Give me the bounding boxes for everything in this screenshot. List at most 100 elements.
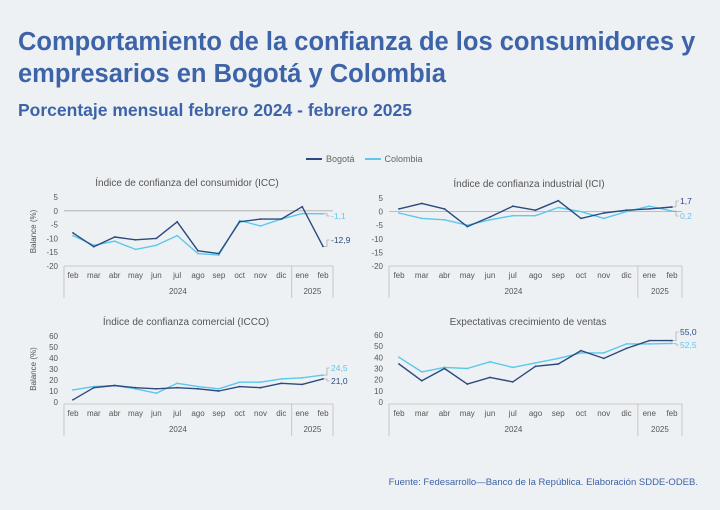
data-point-colombia [259,381,262,384]
x-tick-label: sep [212,409,225,418]
data-point-bogota [92,245,95,248]
data-point-bogota [217,390,220,392]
data-point-bogota [134,238,137,241]
x-tick-label: feb [67,271,79,280]
y-tick-label: 50 [374,342,383,351]
x-tick-label: abr [109,271,121,280]
data-point-bogota [259,218,262,221]
y-tick-label: 40 [374,353,383,362]
x-tick-label: mar [87,409,101,418]
y-tick-label: -5 [376,221,384,230]
x-tick-label: sep [552,409,565,418]
x-tick-label: ago [191,409,205,418]
x-tick-label: dic [621,409,631,418]
data-point-bogota [280,382,283,385]
data-point-colombia [155,244,158,247]
x-tick-label: mar [87,271,101,280]
data-point-bogota [176,220,179,223]
data-point-bogota [398,363,400,365]
data-point-colombia [557,206,560,209]
end-label-leader [673,343,679,346]
x-tick-label: feb [393,271,405,280]
data-point-bogota [72,232,74,234]
x-tick-label: may [460,271,475,280]
legend-label-bogota: Bogotá [326,154,355,164]
series-line-colombia [72,212,324,256]
end-label-leader [324,239,330,247]
data-point-bogota [113,384,116,387]
data-point-colombia [113,240,116,243]
legend-label-colombia: Colombia [384,154,423,164]
end-label-bogota: 1,7 [680,196,692,206]
data-point-bogota [72,398,74,401]
data-point-bogota [197,387,199,390]
data-point-bogota [648,208,651,210]
chart-4: Expectativas crecimiento de ventas 60 50 40… [374,317,697,436]
x-tick-label: mar [415,409,429,418]
y-tick-label: 60 [374,331,383,340]
data-point-colombia [625,343,628,345]
data-point-colombia [176,234,179,237]
data-point-colombia [420,217,423,220]
data-point-bogota [322,245,324,248]
series-line-colombia [398,342,673,373]
data-point-bogota [217,252,220,255]
data-point-colombia [176,382,179,385]
end-label-bogota: 55,0 [680,327,697,337]
data-point-colombia [534,362,537,364]
x-tick-label: abr [439,271,451,280]
data-point-bogota [534,209,537,212]
x-tick-label: ago [529,409,543,418]
data-point-colombia [489,360,491,363]
end-label-colombia: 52,5 [680,340,697,350]
data-point-colombia [511,366,514,369]
year-label: 2025 [651,287,669,296]
x-tick-label: oct [576,271,587,280]
data-point-bogota [489,376,491,379]
data-point-bogota [92,386,95,389]
source-note: Fuente: Fedesarrollo—Banco de la Repúbli… [388,477,698,488]
page-subtitle: Porcentaje mensual febrero 2024 - febrer… [18,100,412,120]
y-tick-label: -15 [46,248,58,257]
data-point-bogota [511,205,514,208]
data-point-colombia [466,367,469,370]
data-point-colombia [625,210,628,213]
year-label: 2024 [169,425,187,434]
x-tick-label: feb [317,409,329,418]
data-point-bogota [671,339,673,342]
data-point-bogota [443,208,446,210]
data-point-colombia [72,389,74,391]
data-point-bogota [280,218,283,221]
x-tick-label: nov [597,271,610,280]
year-label: 2025 [303,425,321,434]
data-point-colombia [580,210,582,213]
data-point-colombia [197,252,199,255]
data-point-bogota [420,379,423,382]
data-point-colombia [511,214,514,217]
data-point-bogota [420,202,423,205]
data-point-bogota [197,249,199,252]
y-tick-label: 5 [54,193,59,202]
data-point-bogota [443,367,446,370]
data-point-colombia [72,234,74,237]
data-point-colombia [420,371,423,373]
data-point-colombia [443,218,446,221]
x-tick-label: ene [295,271,309,280]
data-point-bogota [238,385,241,388]
x-tick-label: feb [393,409,405,418]
x-tick-label: sep [552,271,565,280]
data-point-colombia [602,352,605,354]
x-tick-label: ene [295,409,309,418]
x-tick-label: sep [212,271,225,280]
x-tick-label: mar [415,271,429,280]
y-tick-label: 10 [374,387,383,396]
data-point-colombia [217,254,220,256]
y-tick-label: 10 [49,387,58,396]
chart-2: Índice de confianza industrial (ICI) 5 0 -5… [371,177,692,298]
end-label-leader [324,213,330,217]
data-point-bogota [113,236,116,238]
data-point-bogota [155,237,158,240]
data-point-bogota [648,339,651,342]
y-tick-label: -20 [371,262,383,271]
data-point-bogota [602,212,605,214]
